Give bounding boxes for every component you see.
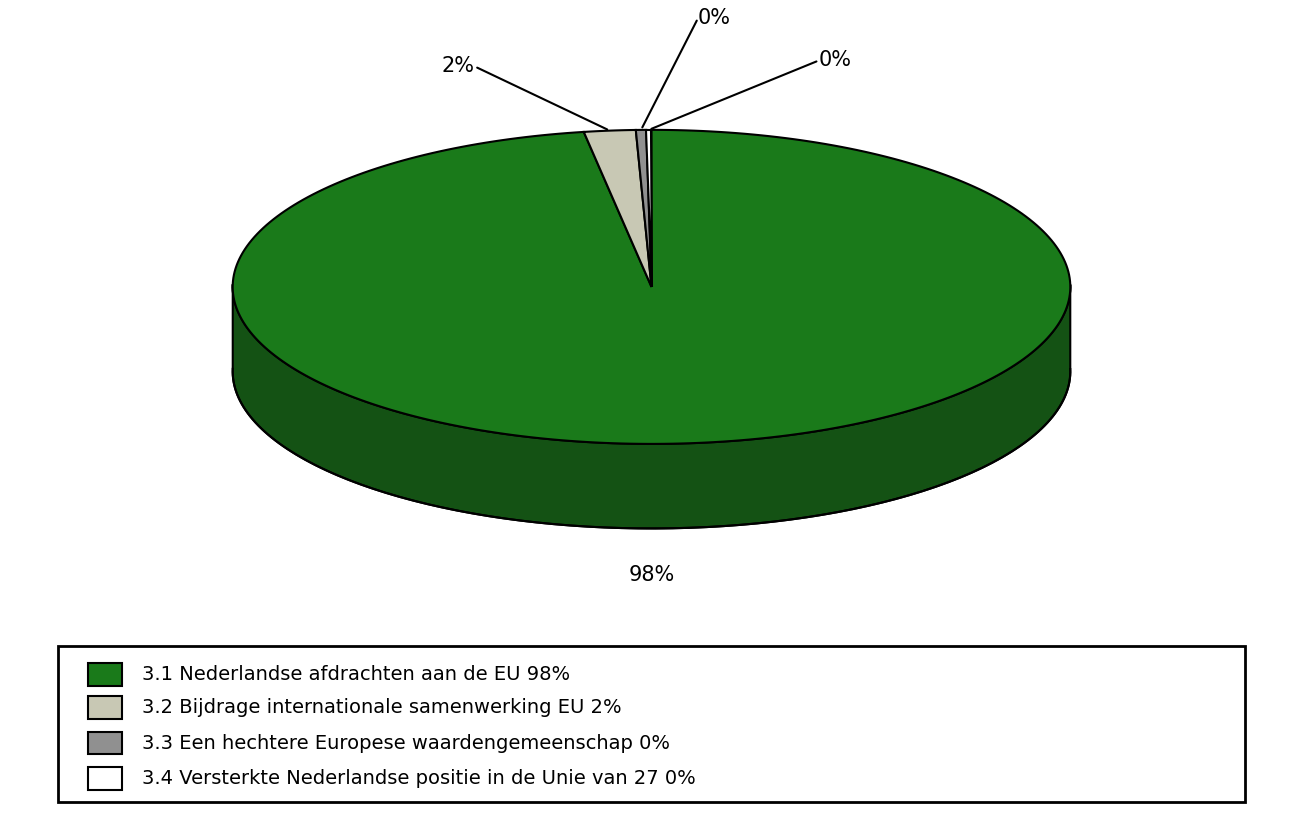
Polygon shape (636, 130, 652, 287)
FancyBboxPatch shape (89, 663, 121, 686)
Text: 3.2 Bijdrage internationale samenwerking EU 2%: 3.2 Bijdrage internationale samenwerking… (142, 698, 622, 717)
FancyBboxPatch shape (89, 767, 121, 790)
Text: 0%: 0% (698, 8, 731, 28)
Text: 3.4 Versterkte Nederlandse positie in de Unie van 27 0%: 3.4 Versterkte Nederlandse positie in de… (142, 769, 696, 789)
Polygon shape (233, 285, 1070, 528)
FancyBboxPatch shape (89, 732, 121, 754)
Text: 0%: 0% (820, 50, 852, 71)
Polygon shape (584, 130, 652, 287)
Polygon shape (646, 130, 652, 287)
Text: 3.1 Nederlandse afdrachten aan de EU 98%: 3.1 Nederlandse afdrachten aan de EU 98% (142, 665, 571, 685)
FancyBboxPatch shape (59, 646, 1244, 802)
Text: 3.3 Een hechtere Europese waardengemeenschap 0%: 3.3 Een hechtere Europese waardengemeens… (142, 733, 670, 753)
Text: 2%: 2% (442, 56, 474, 76)
FancyBboxPatch shape (89, 696, 121, 719)
Polygon shape (233, 130, 1070, 444)
Text: 98%: 98% (628, 565, 675, 585)
